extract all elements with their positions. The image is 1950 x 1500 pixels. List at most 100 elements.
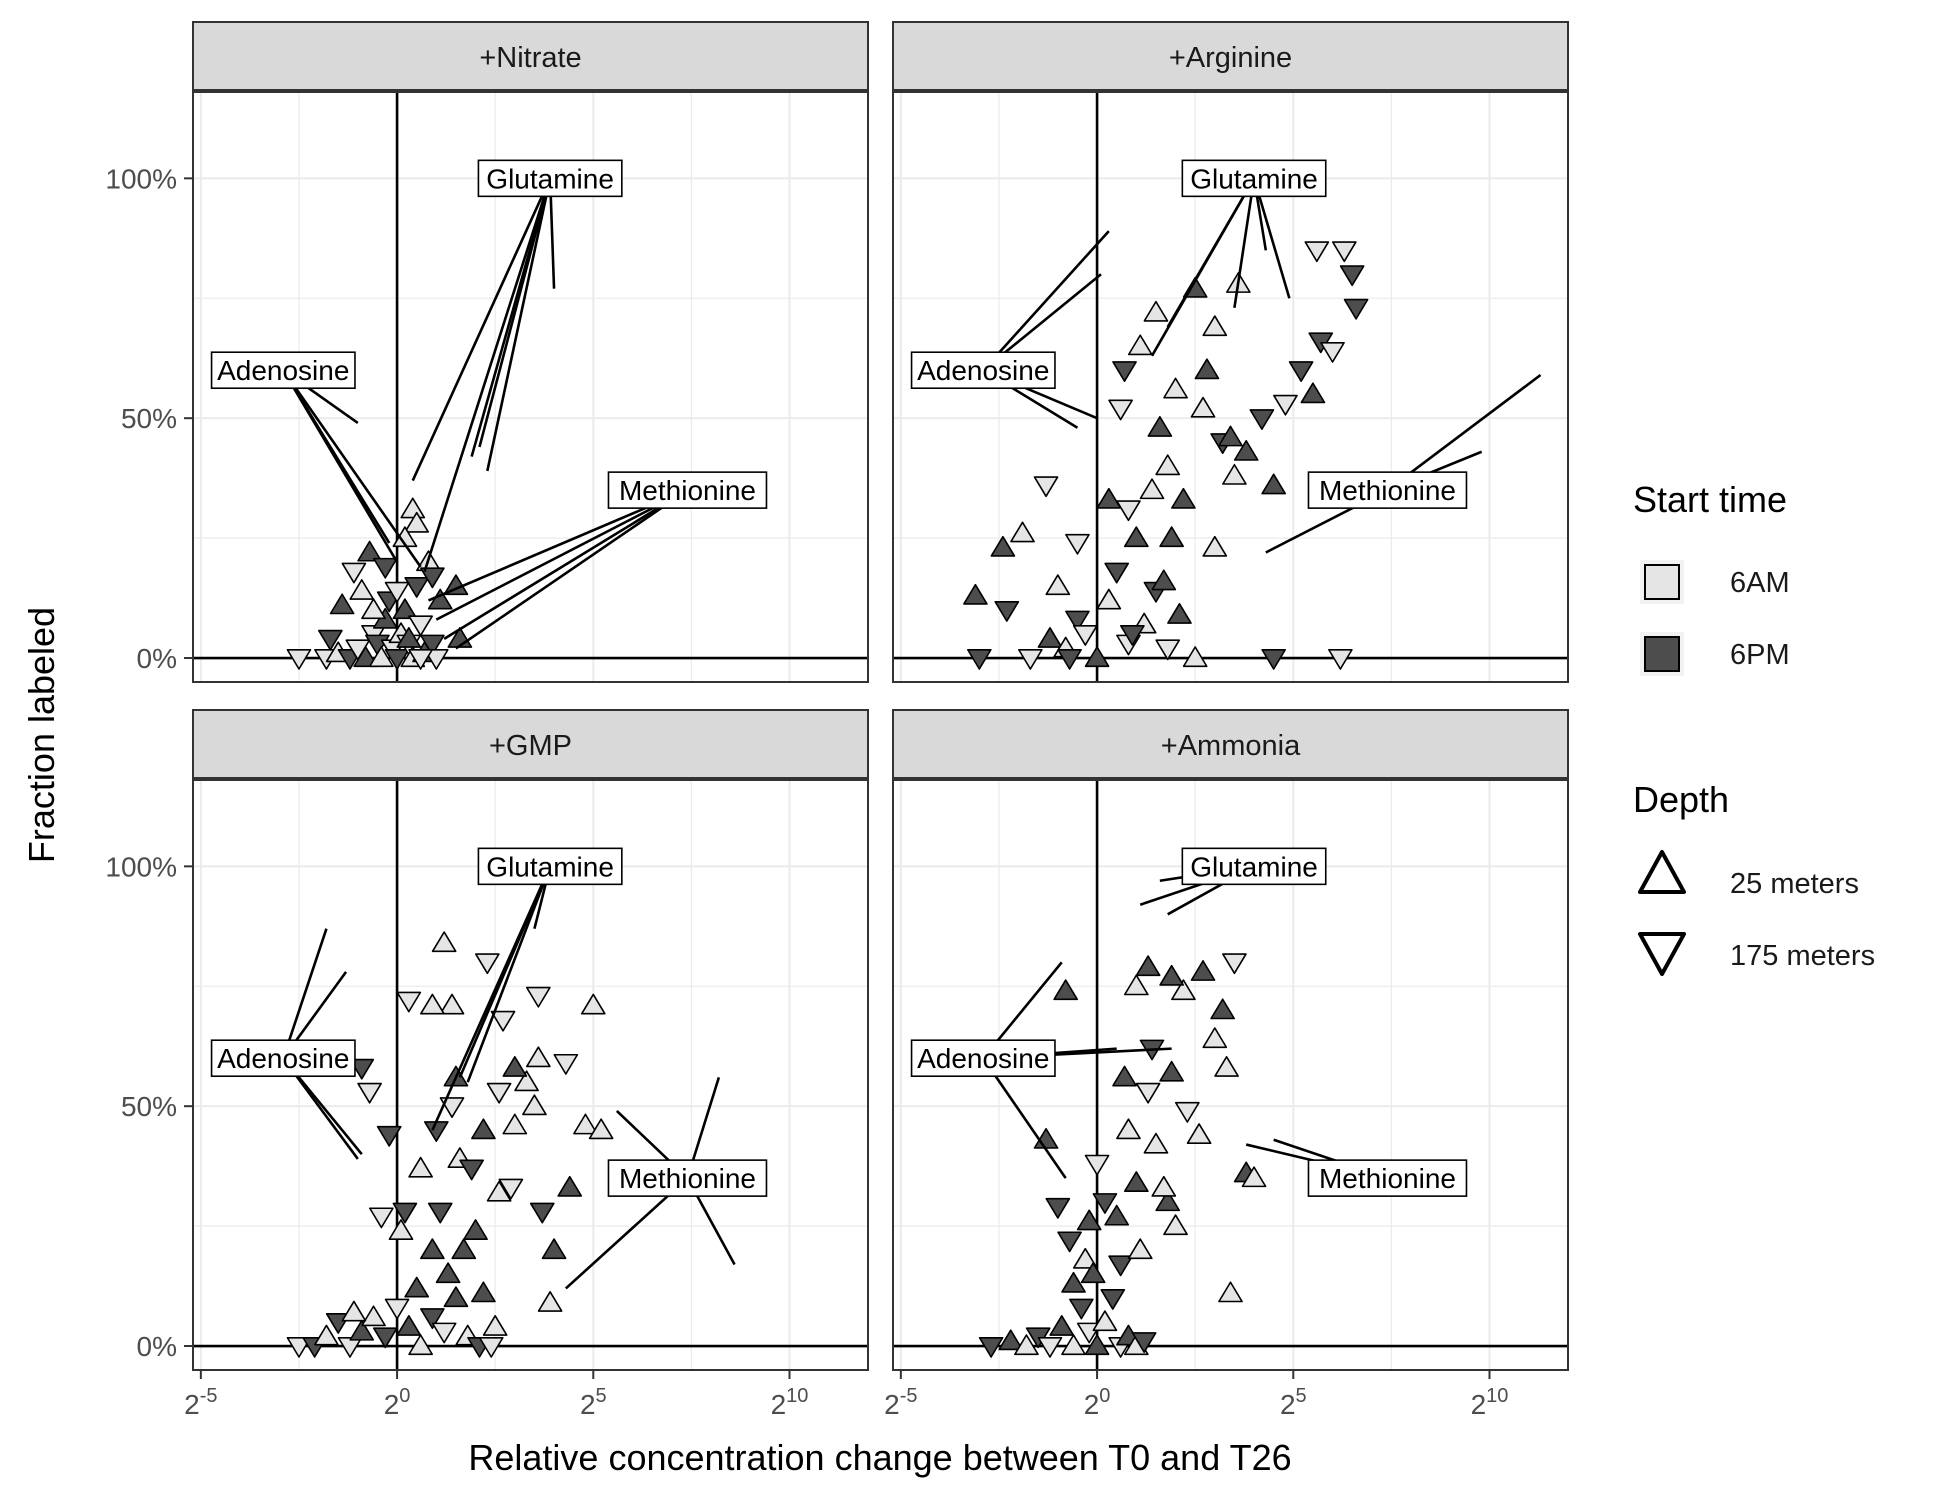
data-point (1159, 1060, 1184, 1082)
data-point (314, 1324, 339, 1346)
annotation-connector (443, 489, 689, 640)
data-point (388, 1219, 414, 1240)
data-point (1116, 1118, 1141, 1140)
legend: Start time 6AM 6PM Depth 25 meters 175 m… (1633, 479, 1875, 976)
data-point (978, 1336, 1004, 1358)
annotation-connector (982, 230, 1110, 372)
data-point (349, 1058, 375, 1080)
y-axis-title: Fraction labeled (21, 607, 62, 863)
annotation-label: Glutamine (486, 851, 614, 882)
data-point (1163, 1214, 1188, 1236)
data-point (318, 629, 343, 651)
panel-border (192, 779, 869, 1371)
points (963, 241, 1369, 670)
legend-symbol-175m (1638, 932, 1686, 976)
data-point (1151, 1175, 1177, 1197)
data-point (1155, 1190, 1181, 1212)
panel-strip (892, 709, 1569, 779)
legend-depth-title: Depth (1633, 779, 1729, 820)
legend-label-175m: 175 meters (1730, 940, 1875, 972)
data-point (1057, 1231, 1082, 1253)
x-tick-label: 20 (1084, 1385, 1111, 1420)
annotation-box (1181, 159, 1327, 198)
panel-nitrate: +Nitrate Glutamine Adenosine Methionine (192, 21, 869, 683)
data-point (966, 648, 992, 670)
data-point (1112, 361, 1137, 383)
data-point (998, 1329, 1024, 1351)
annotation-label: Adenosine (217, 1043, 349, 1074)
data-point (1135, 1082, 1161, 1104)
data-point (525, 986, 551, 1008)
data-point (1190, 960, 1216, 981)
data-point (525, 1046, 551, 1068)
data-point (459, 1159, 484, 1181)
data-point (502, 1056, 528, 1077)
data-point (384, 581, 410, 603)
data-point (369, 646, 394, 668)
data-point (392, 1202, 418, 1224)
data-point (341, 562, 367, 584)
panel-title: +Nitrate (479, 42, 581, 74)
x-axis-tick-labels: 2-5 20 25 210 2-5 20 25 210 (184, 1370, 1508, 1420)
data-point (1131, 1332, 1157, 1354)
data-point (541, 1238, 567, 1260)
data-point (420, 567, 445, 589)
data-point (349, 1319, 375, 1341)
data-point (1174, 1101, 1200, 1123)
annotation-methionine: Methionine (564, 1077, 768, 1290)
annotation-label: Adenosine (217, 355, 349, 386)
data-point (463, 1219, 488, 1240)
data-point (553, 1053, 579, 1075)
data-point (994, 600, 1020, 622)
data-point (400, 497, 426, 519)
annotation-connector (423, 177, 552, 573)
data-point (286, 648, 312, 670)
data-point (1288, 361, 1314, 383)
data-point (1135, 955, 1161, 977)
data-point (337, 1336, 363, 1358)
data-point (1171, 487, 1196, 509)
annotation-connector (982, 1057, 1067, 1179)
data-point (392, 598, 418, 620)
data-point (482, 1315, 508, 1336)
data-point (1092, 1310, 1118, 1332)
data-point (486, 1082, 512, 1104)
data-point (1167, 603, 1192, 624)
data-point (357, 540, 382, 562)
data-point (1343, 298, 1369, 320)
panel-strip (892, 21, 1569, 91)
panel-border (192, 91, 869, 683)
data-point (486, 1180, 512, 1202)
data-point (1304, 241, 1330, 263)
panel-title: +Arginine (1169, 42, 1292, 74)
data-point (557, 1175, 583, 1197)
data-point (361, 1305, 386, 1327)
data-point (420, 993, 445, 1015)
x-tick-label: 20 (384, 1385, 411, 1420)
y-tick-label: 0% (137, 643, 177, 674)
data-point (1065, 533, 1090, 555)
data-point (435, 1262, 461, 1284)
data-point (357, 1082, 382, 1104)
data-point (1010, 521, 1035, 543)
data-point (1108, 1255, 1133, 1277)
panel-border (892, 91, 1569, 683)
annotation-label: Glutamine (1190, 163, 1318, 194)
data-point (1061, 1271, 1086, 1293)
data-point (376, 1125, 402, 1147)
data-point (490, 1010, 516, 1032)
panel-title: +Ammonia (1161, 730, 1301, 762)
annotation-connector (282, 369, 422, 568)
data-point (990, 535, 1016, 557)
data-point (1096, 487, 1122, 509)
data-point (439, 993, 465, 1015)
annotation-glutamine: Glutamine (431, 847, 623, 1131)
panel-gmp: +GMP Glutamine Adenosine Methionine (192, 709, 869, 1371)
annotation-box (1181, 847, 1327, 886)
data-point (588, 1118, 614, 1140)
data-point (1084, 1154, 1110, 1176)
data-point (1037, 627, 1063, 648)
data-point (431, 931, 457, 953)
data-point (1143, 300, 1169, 322)
data-point (529, 1202, 555, 1224)
